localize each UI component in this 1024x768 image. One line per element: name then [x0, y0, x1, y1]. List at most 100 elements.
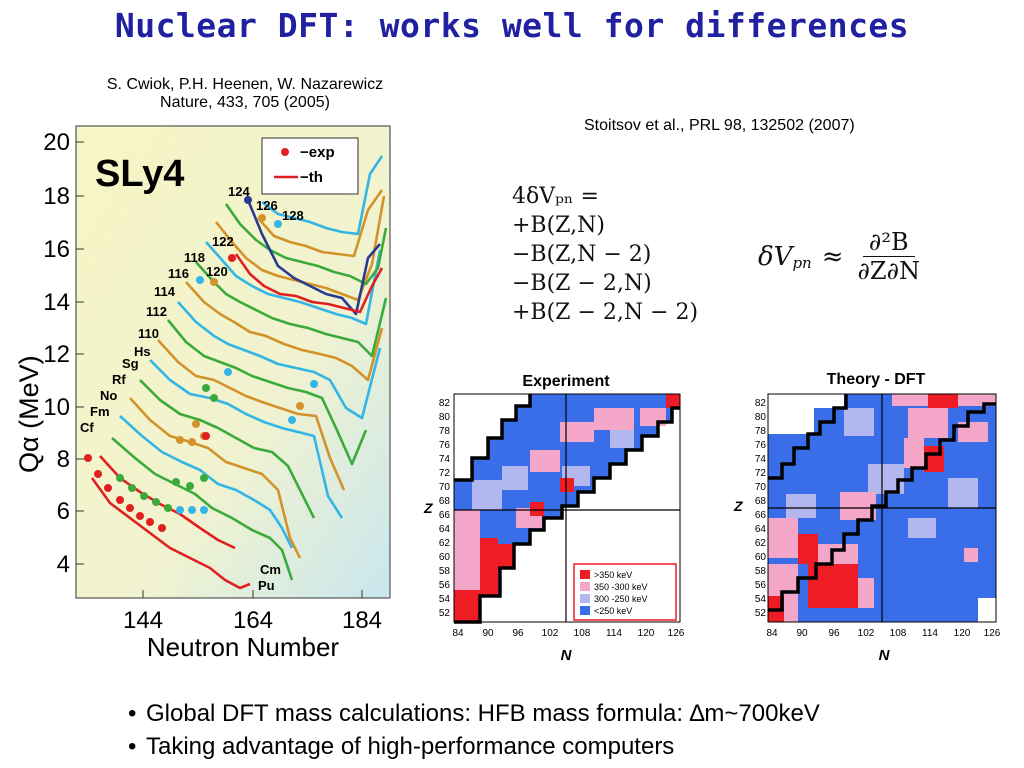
label-114: 114: [154, 284, 176, 299]
label-hs: Hs: [134, 344, 151, 359]
bullet-dot: •: [128, 700, 137, 727]
label-110: 110: [138, 326, 159, 341]
x-tick-label: 108: [574, 628, 591, 639]
x-tick-label: 120: [638, 628, 655, 639]
label-sg: Sg: [122, 356, 139, 371]
slide-title: Nuclear DFT: works well for differences: [114, 6, 910, 45]
y-tick-label: 78: [755, 426, 767, 437]
legend-item: 350 -300 keV: [594, 582, 648, 592]
equation-line: +B(Z − 2,N − 2): [512, 300, 699, 325]
legend-marker-exp: [281, 148, 289, 156]
label-128: 128: [282, 208, 304, 223]
y-tick-label: 56: [755, 580, 767, 591]
experiment-y-ticks: 82 80 78 76 74 72 70 68 66 64 62 60 58 5…: [439, 398, 451, 619]
legend-item: <250 keV: [594, 606, 632, 616]
theory-map-title: Theory - DFT: [827, 371, 926, 388]
legend-label-exp: −exp: [300, 144, 335, 161]
bullet-text: Taking advantage of high-performance com…: [146, 733, 675, 760]
y-tick-label: 74: [755, 454, 767, 465]
equation-lhs-subscript: pn: [792, 253, 812, 272]
x-tick-label: 114: [922, 628, 938, 639]
x-tick-label: 102: [542, 628, 559, 639]
legend-box: [261, 137, 359, 195]
equation-line: +B(Z,N): [512, 213, 605, 238]
y-tick-label: 62: [755, 538, 767, 549]
x-tick-label: 84: [452, 628, 464, 639]
x-tick-label: 102: [858, 628, 875, 639]
experiment-map-title: Experiment: [522, 373, 610, 390]
theory-heatmap: [767, 393, 997, 623]
reference-nature-journal: Nature, 433, 705 (2005): [160, 94, 330, 111]
y-tick-label: 58: [439, 566, 451, 577]
theory-y-axis-label: Z: [733, 498, 743, 514]
theory-curves: [90, 155, 388, 590]
equation-line: −B(Z − 2,N): [512, 271, 652, 296]
legend-item: 300 -250 keV: [594, 594, 648, 604]
label-124: 124: [228, 184, 250, 199]
equation-lhs: δV: [758, 241, 793, 272]
y-tick-label: 20: [43, 129, 70, 156]
chart-label-sly4: SLy4: [95, 153, 184, 195]
y-tick-label: 74: [439, 454, 451, 465]
qalpha-chart: 20 18 16 14 12 10 8 6 4 Qα (MeV) 144 164…: [14, 125, 391, 662]
label-no: No: [100, 388, 117, 403]
y-tick-label: 10: [43, 394, 70, 421]
chart-legend: −exp −th: [261, 137, 359, 195]
label-120: 120: [206, 264, 228, 279]
y-tick-label: 80: [755, 412, 767, 423]
y-tick-label: 76: [439, 440, 451, 451]
y-tick-label: 76: [755, 440, 767, 451]
experiment-x-ticks: 84 90 96 102 108 114 120 126: [452, 628, 684, 639]
y-tick-label: 64: [755, 524, 767, 535]
experimental-points: [84, 196, 318, 532]
y-tick-label: 66: [755, 510, 767, 521]
x-tick-label: 126: [984, 628, 1001, 639]
reference-nature-authors: S. Cwiok, P.H. Heenen, W. Nazarewicz: [106, 76, 384, 93]
x-tick-label: 126: [668, 628, 685, 639]
bullet-text: Global DFT mass calculations: HFB mass f…: [146, 700, 820, 727]
y-tick-label: 72: [755, 468, 767, 479]
bullet-dot: •: [128, 733, 137, 760]
equation-fraction: ∂²B ∂Z∂N: [854, 228, 925, 285]
x-axis-label: Neutron Number: [147, 632, 340, 662]
x-axis-ticks: 144 164 184: [123, 590, 382, 634]
x-tick-label: 144: [123, 607, 163, 634]
x-tick-label: 114: [606, 628, 622, 639]
y-tick-label: 56: [439, 580, 451, 591]
y-tick-label: 52: [439, 608, 451, 619]
theory-y-ticks: 82 80 78 76 74 72 70 68 66 64 62 60 58 5…: [755, 398, 767, 619]
x-tick-label: 96: [512, 628, 524, 639]
legend-item: >350 keV: [594, 570, 632, 580]
derivative-equation: δV pn ≈ ∂²B ∂Z∂N: [758, 228, 924, 285]
label-cm: Cm: [260, 562, 281, 577]
bullet-item: • Taking advantage of high-performance co…: [128, 733, 674, 761]
nucleus-labels: Cf Fm No Rf Sg Hs 110 112 114 116 118 12…: [80, 184, 304, 593]
equation-line: 4δVₚₙ =: [512, 184, 599, 209]
y-tick-label: 58: [755, 566, 767, 577]
y-tick-label: 16: [43, 236, 70, 263]
x-tick-label: 96: [828, 628, 840, 639]
y-tick-label: 62: [439, 538, 451, 549]
equation-approx: ≈: [821, 241, 844, 272]
y-tick-label: 72: [439, 468, 451, 479]
y-tick-label: 70: [439, 482, 451, 493]
y-tick-label: 6: [57, 498, 70, 525]
reference-nature: S. Cwiok, P.H. Heenen, W. Nazarewicz Nat…: [60, 76, 430, 112]
y-tick-label: 60: [755, 552, 767, 563]
y-tick-label: 80: [439, 412, 451, 423]
label-cf: Cf: [80, 420, 94, 435]
double-difference-equation: 4δVₚₙ = +B(Z,N) −B(Z,N − 2) −B(Z − 2,N) …: [512, 182, 698, 327]
x-tick-label: 90: [482, 628, 494, 639]
y-tick-label: 68: [439, 496, 451, 507]
label-pu: Pu: [258, 578, 275, 593]
equation-numerator: ∂²B: [862, 228, 915, 257]
x-tick-label: 90: [796, 628, 808, 639]
y-tick-label: 8: [57, 446, 70, 473]
experiment-y-axis-label: Z: [423, 500, 433, 516]
theory-map: Theory - DFT 82 80 78 76 7: [733, 371, 1001, 664]
equation-denominator: ∂Z∂N: [857, 257, 921, 285]
x-tick-label: 84: [766, 628, 778, 639]
label-112: 112: [146, 304, 167, 319]
theory-x-ticks: 84 90 96 102 108 114 120 126: [766, 628, 1000, 639]
x-tick-label: 184: [342, 607, 382, 634]
